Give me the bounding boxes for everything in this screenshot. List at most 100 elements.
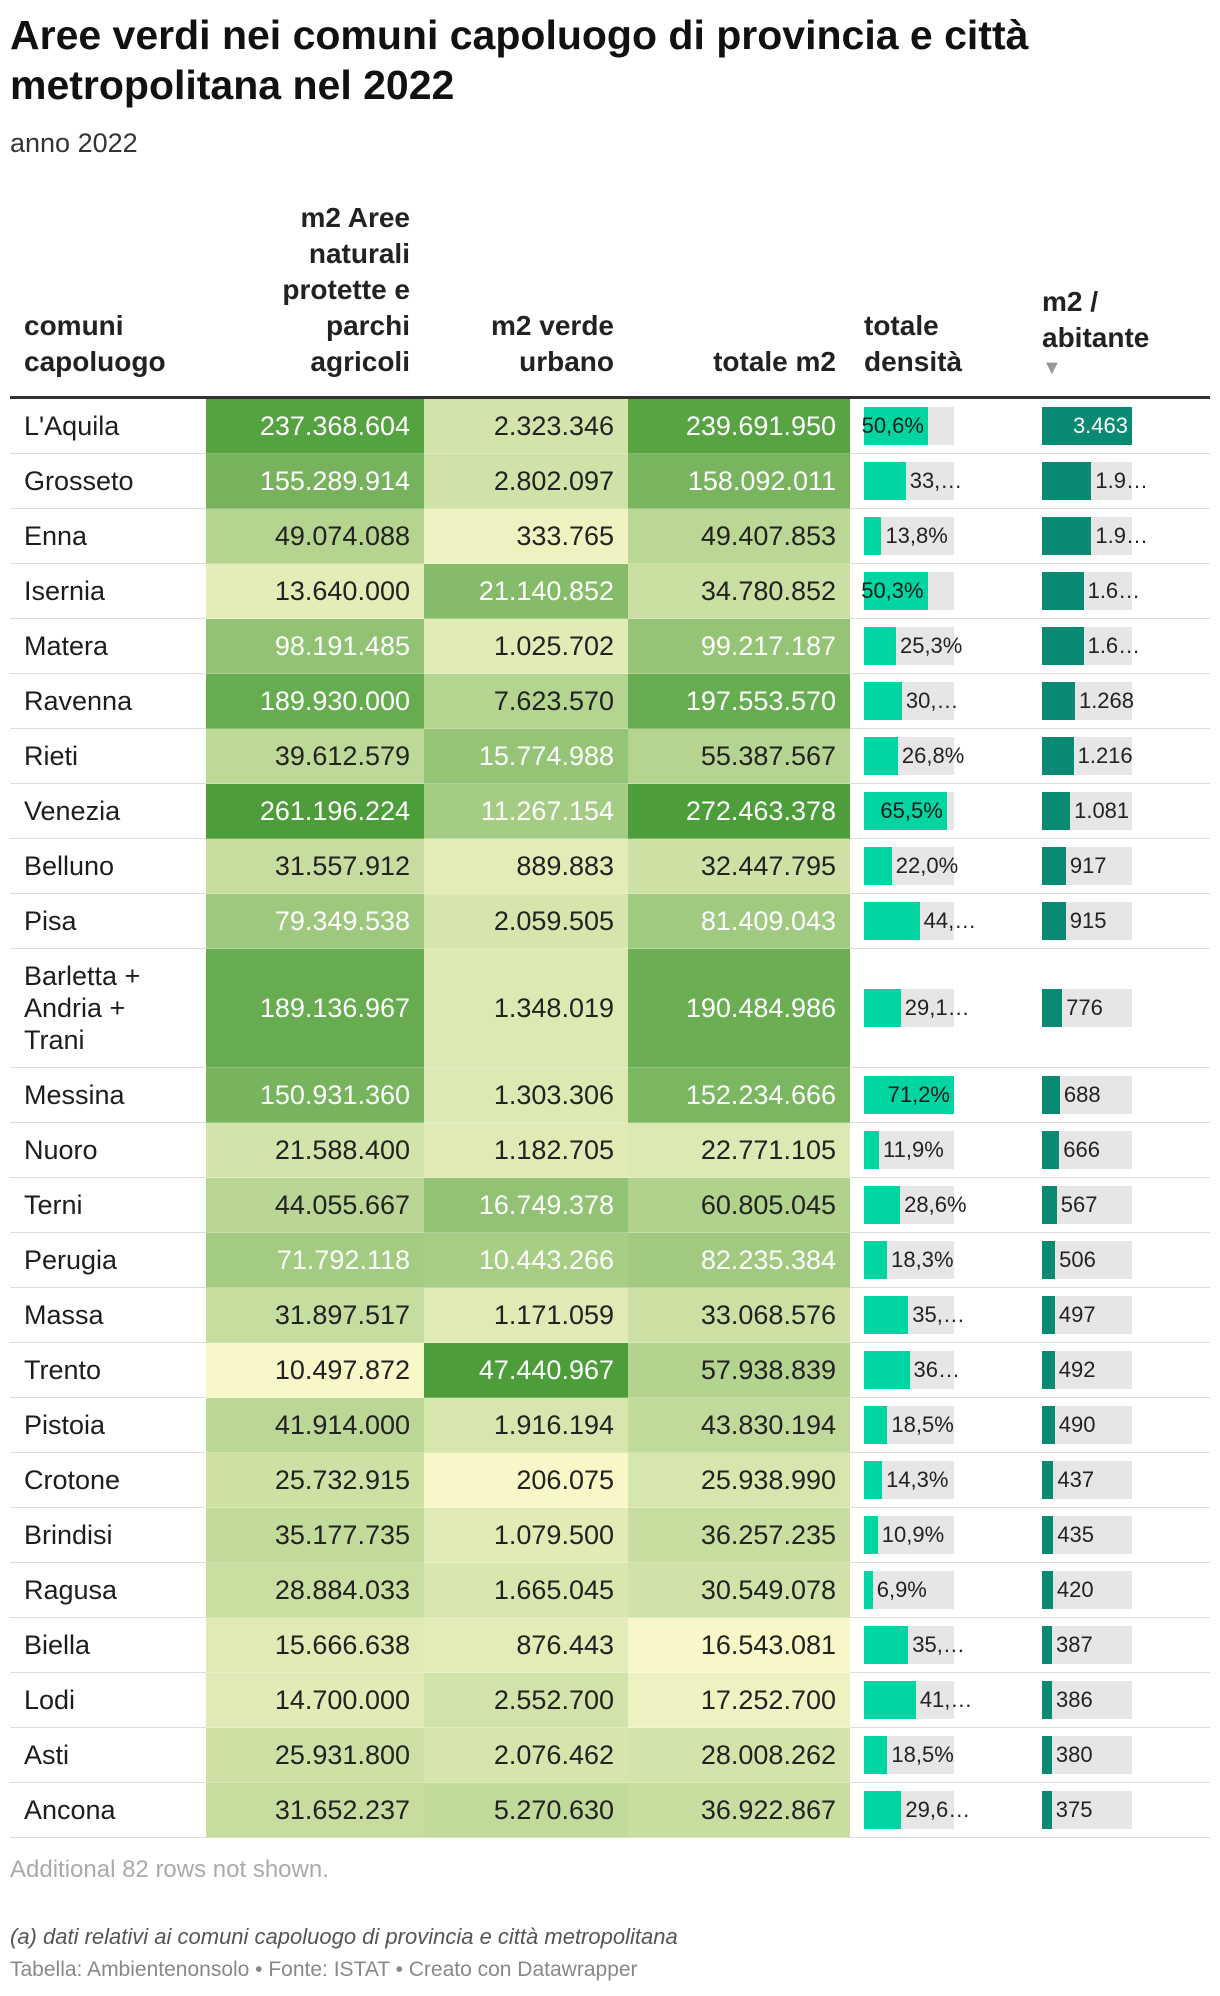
densita-bar-track: 65,5% xyxy=(864,792,954,830)
abitante-bar xyxy=(1042,1681,1053,1719)
abitante-bar-track: 1.268 xyxy=(1042,682,1134,720)
abitante-bar xyxy=(1042,847,1066,885)
abitante-bar-track: 1.9… xyxy=(1042,462,1148,500)
cell-verde: 1.182.705 xyxy=(424,1122,628,1178)
densita-bar-track: 18,3% xyxy=(864,1241,954,1279)
cell-aree: 189.930.000 xyxy=(206,673,424,729)
abitante-label: 375 xyxy=(1055,1797,1093,1822)
abitante-label: 666 xyxy=(1063,1137,1101,1162)
abitante-bar xyxy=(1042,737,1074,775)
cell-totale: 36.922.867 xyxy=(628,1782,850,1838)
densita-label: 36… xyxy=(913,1357,960,1382)
cell-verde: 206.075 xyxy=(424,1452,628,1508)
abitante-bar xyxy=(1042,902,1066,940)
cell-densita: 10,9% xyxy=(850,1507,1028,1563)
cell-abitante: 386 xyxy=(1028,1672,1210,1728)
abitante-bar-track: 375 xyxy=(1042,1791,1132,1829)
cell-densita: 14,3% xyxy=(850,1452,1028,1508)
table-row: Crotone 25.732.915 206.075 25.938.990 14,3% 4… xyxy=(10,1452,1210,1508)
cell-aree: 261.196.224 xyxy=(206,783,424,839)
densita-label: 26,8% xyxy=(901,743,965,768)
densita-label: 44,… xyxy=(923,908,977,933)
densita-bar xyxy=(864,407,928,445)
cell-aree: 25.931.800 xyxy=(206,1727,424,1783)
densita-label: 14,3% xyxy=(886,1467,949,1492)
cell-totale: 57.938.839 xyxy=(628,1342,850,1398)
densita-bar-track: 22,0% xyxy=(864,847,958,885)
abitante-bar-track: 917 xyxy=(1042,847,1132,885)
abitante-label: 1.9… xyxy=(1095,468,1148,493)
abitante-bar xyxy=(1042,1571,1053,1609)
cell-aree: 44.055.667 xyxy=(206,1177,424,1233)
cell-densita: 33,… xyxy=(850,453,1028,509)
column-header-totale[interactable]: totale m2 xyxy=(628,200,850,399)
cell-name: Crotone xyxy=(10,1452,206,1508)
column-header-abitante[interactable]: m2 / abitante ▼ xyxy=(1028,200,1210,399)
cell-aree: 49.074.088 xyxy=(206,508,424,564)
abitante-label: 1.6… xyxy=(1087,578,1141,603)
table-row: Nuoro 21.588.400 1.182.705 22.771.105 11,9% 6… xyxy=(10,1122,1210,1178)
cell-name: Rieti xyxy=(10,728,206,784)
cell-densita: 50,3% xyxy=(850,563,1028,619)
cell-name: Massa xyxy=(10,1287,206,1343)
abitante-label: 435 xyxy=(1057,1522,1095,1547)
sort-descending-icon: ▼ xyxy=(1042,357,1062,379)
abitante-label: 776 xyxy=(1066,995,1103,1020)
cell-name: Enna xyxy=(10,508,206,564)
densita-label: 25,3% xyxy=(899,633,963,658)
cell-totale: 25.938.990 xyxy=(628,1452,850,1508)
cell-verde: 15.774.988 xyxy=(424,728,628,784)
densita-bar-track: 41,… xyxy=(864,1681,972,1719)
densita-bar-track: 33,… xyxy=(864,462,962,500)
cell-abitante: 506 xyxy=(1028,1232,1210,1288)
column-header-name[interactable]: comuni capoluogo xyxy=(10,200,206,399)
cell-abitante: 437 xyxy=(1028,1452,1210,1508)
cell-densita: 29,6… xyxy=(850,1782,1028,1838)
cell-densita: 18,3% xyxy=(850,1232,1028,1288)
abitante-bar-track: 915 xyxy=(1042,902,1132,940)
cell-densita: 13,8% xyxy=(850,508,1028,564)
column-header-verde[interactable]: m2 verde urbano xyxy=(424,200,628,399)
densita-label: 11,9% xyxy=(883,1137,944,1162)
abitante-bar xyxy=(1042,989,1063,1027)
densita-bar xyxy=(864,1516,878,1554)
cell-totale: 32.447.795 xyxy=(628,838,850,894)
cell-aree: 14.700.000 xyxy=(206,1672,424,1728)
densita-bar-track: 44,… xyxy=(864,902,976,940)
chart-subtitle: anno 2022 xyxy=(10,128,138,158)
abitante-bar-track: 666 xyxy=(1042,1131,1132,1169)
densita-bar-track: 18,5% xyxy=(864,1736,954,1774)
cell-name: Grosseto xyxy=(10,453,206,509)
cell-abitante: 375 xyxy=(1028,1782,1210,1838)
cell-abitante: 490 xyxy=(1028,1397,1210,1453)
column-header-densita[interactable]: totale densità xyxy=(850,200,1028,399)
densita-bar xyxy=(864,1736,888,1774)
cell-abitante: 1.6… xyxy=(1028,618,1210,674)
densita-bar xyxy=(864,1791,902,1829)
abitante-bar-track: 1.6… xyxy=(1042,572,1140,610)
densita-label: 18,5% xyxy=(891,1742,954,1767)
table-row: Enna 49.074.088 333.765 49.407.853 13,8% 1.9… xyxy=(10,508,1210,564)
table-row: Asti 25.931.800 2.076.462 28.008.262 18,5% 38… xyxy=(10,1727,1210,1783)
densita-bar-track: 29,6… xyxy=(864,1791,970,1829)
abitante-label: 490 xyxy=(1058,1412,1096,1437)
abitante-bar-track: 1.9… xyxy=(1042,517,1148,555)
table-row: Terni 44.055.667 16.749.378 60.805.045 28,6%… xyxy=(10,1177,1210,1233)
abitante-label: 1.081 xyxy=(1074,798,1130,823)
densita-bar-track: 6,9% xyxy=(864,1571,954,1609)
cell-verde: 1.025.702 xyxy=(424,618,628,674)
densita-bar-track: 14,3% xyxy=(864,1461,954,1499)
abitante-bar xyxy=(1042,1406,1055,1444)
abitante-bar-track: 688 xyxy=(1042,1076,1132,1114)
cell-aree: 237.368.604 xyxy=(206,397,424,454)
cell-abitante: 1.6… xyxy=(1028,563,1210,619)
cell-aree: 31.557.912 xyxy=(206,838,424,894)
table-row: Belluno 31.557.912 889.883 32.447.795 22,0% 9… xyxy=(10,838,1210,894)
table-row: Messina 150.931.360 1.303.306 152.234.666 71… xyxy=(10,1067,1210,1123)
table-row: Trento 10.497.872 47.440.967 57.938.839 36… 4… xyxy=(10,1342,1210,1398)
cell-totale: 239.691.950 xyxy=(628,397,850,454)
column-header-aree[interactable]: m2 Aree naturali protette e parchi agric… xyxy=(206,200,424,399)
densita-bar-track: 36… xyxy=(864,1351,960,1389)
cell-verde: 21.140.852 xyxy=(424,563,628,619)
densita-label: 65,5% xyxy=(880,798,943,823)
